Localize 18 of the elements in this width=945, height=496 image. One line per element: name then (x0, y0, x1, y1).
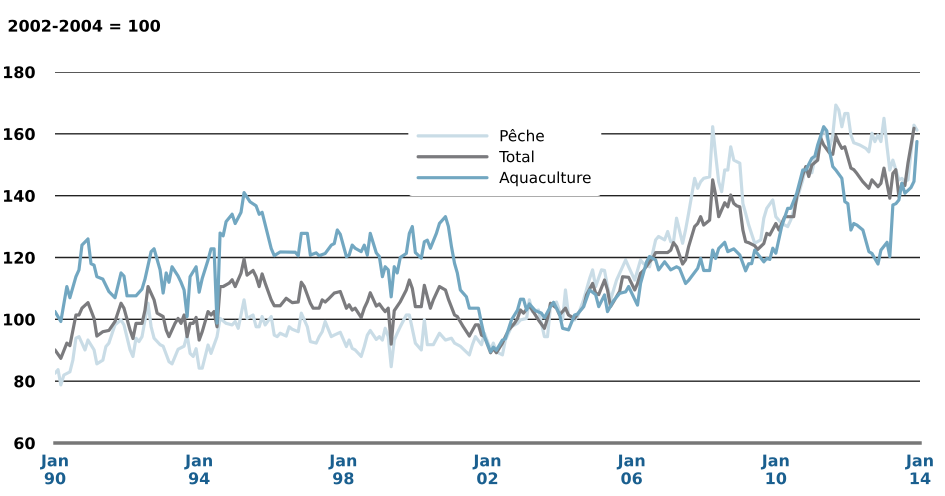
y-tick-label: 100 (4, 314, 35, 326)
x-tick-label: Jan 06 (616, 454, 644, 484)
x-tick-label: Jan 14 (905, 454, 933, 484)
legend-label: Aquaculture (499, 171, 591, 186)
x-tick-label: Jan 02 (472, 454, 500, 484)
x-tick-label: Jan 10 (760, 454, 789, 484)
x-tick-label: Jan 90 (40, 454, 68, 484)
y-tick-label: 80 (14, 375, 35, 388)
x-tick-label: Jan 94 (184, 454, 212, 484)
y-tick-label: 120 (4, 252, 35, 264)
x-tick-label: Jan 98 (328, 454, 356, 484)
y-tick-label: 180 (4, 66, 35, 78)
legend-label: Total (499, 150, 534, 162)
y-tick-label: 60 (14, 437, 35, 450)
y-axis-title: 2002-2004 = 100 (8, 20, 160, 32)
y-tick-label: 160 (4, 128, 35, 140)
legend-label: Pêche (500, 129, 544, 142)
y-tick-label: 140 (4, 190, 35, 202)
